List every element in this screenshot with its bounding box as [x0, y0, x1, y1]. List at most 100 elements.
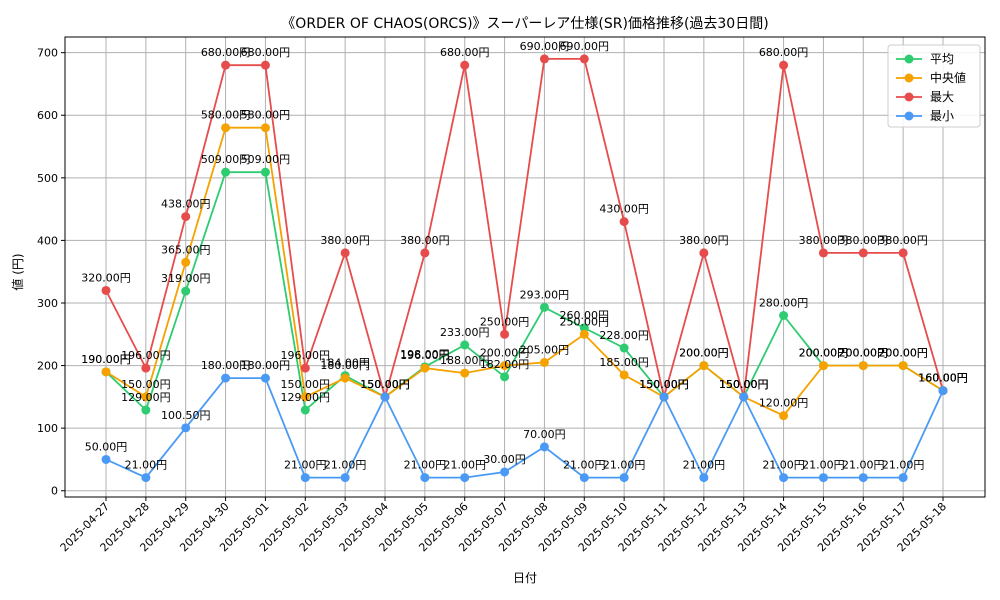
data-point: [818, 361, 828, 371]
data-point: [380, 392, 390, 402]
data-label: 21.00円: [802, 459, 845, 472]
data-label: 30.00円: [483, 453, 526, 466]
grid: [65, 37, 985, 497]
data-label: 150.00円: [360, 378, 410, 391]
data-point: [579, 323, 589, 333]
data-point: [221, 373, 231, 383]
legend-marker: [904, 92, 914, 102]
x-axis-ticks: 2025-04-272025-04-282025-04-292025-04-30…: [58, 497, 949, 554]
data-label: 319.00円: [161, 272, 211, 285]
data-point: [539, 54, 549, 64]
y-axis-title: 値 (円): [10, 253, 25, 290]
data-label: 430.00円: [599, 203, 649, 216]
data-label: 680.00円: [440, 46, 490, 59]
data-label: 21.00円: [842, 459, 885, 472]
data-label: 21.00円: [603, 459, 646, 472]
data-label: 160.00円: [918, 372, 968, 385]
data-label: 150.00円: [719, 378, 769, 391]
y-tick-label: 600: [37, 109, 58, 122]
data-label: 180.00円: [320, 359, 370, 372]
data-label: 188.00円: [440, 354, 490, 367]
data-label: 580.00円: [241, 109, 291, 122]
data-label: 150.00円: [719, 378, 769, 391]
data-label: 182.00円: [480, 358, 530, 371]
data-point: [619, 343, 629, 353]
data-point: [898, 473, 908, 483]
data-label: 185.00円: [599, 356, 649, 369]
data-point: [779, 311, 789, 321]
y-tick-label: 300: [37, 297, 58, 310]
chart-title: 《ORDER OF CHAOS(ORCS)》スーパーレア仕様(SR)価格推移(過…: [281, 16, 768, 32]
data-label: 690.00円: [560, 40, 610, 53]
data-label: 160.00円: [918, 372, 968, 385]
data-point: [460, 368, 470, 378]
data-label: 260.00円: [560, 309, 610, 322]
series-line-2: [105, 58, 944, 401]
data-point: [181, 257, 191, 267]
data-label: 200.00円: [679, 347, 729, 360]
data-label: 150.00円: [719, 378, 769, 391]
data-label: 150.00円: [360, 378, 410, 391]
data-point: [340, 473, 350, 483]
data-point: [101, 454, 111, 464]
data-label: 21.00円: [125, 459, 168, 472]
data-label: 150.00円: [360, 378, 410, 391]
data-point: [420, 473, 430, 483]
data-label: 150.00円: [639, 378, 689, 391]
data-point: [818, 248, 828, 258]
data-point: [779, 60, 789, 70]
legend-marker: [904, 54, 914, 64]
data-point: [141, 363, 151, 373]
y-tick-label: 0: [51, 485, 58, 498]
data-label: 150.00円: [281, 378, 331, 391]
data-label: 150.00円: [719, 378, 769, 391]
data-label: 150.00円: [121, 378, 171, 391]
data-label: 680.00円: [759, 46, 809, 59]
data-point: [300, 405, 310, 415]
data-label: 380.00円: [320, 234, 370, 247]
data-label: 200.00円: [799, 347, 849, 360]
y-tick-label: 200: [37, 360, 58, 373]
data-label: 160.00円: [918, 372, 968, 385]
data-label: 200.00円: [839, 347, 889, 360]
data-point: [938, 386, 948, 396]
data-label: 129.00円: [281, 391, 331, 404]
data-label: 21.00円: [284, 459, 327, 472]
data-point: [260, 123, 270, 133]
data-point: [141, 405, 151, 415]
data-point: [858, 361, 868, 371]
data-label: 250.00円: [560, 315, 610, 328]
series-group: [101, 54, 948, 483]
data-label: 21.00円: [443, 459, 486, 472]
data-point: [460, 60, 470, 70]
data-label: 509.00円: [241, 153, 291, 166]
data-point: [539, 357, 549, 367]
data-label: 380.00円: [878, 234, 928, 247]
data-label: 21.00円: [882, 459, 925, 472]
data-label: 120.00円: [759, 397, 809, 410]
data-label: 70.00円: [523, 428, 566, 441]
data-label: 205.00円: [520, 343, 570, 356]
data-label: 680.00円: [201, 46, 251, 59]
plot-frame: [64, 36, 986, 498]
data-label: 196.00円: [121, 349, 171, 362]
data-point: [221, 60, 231, 70]
data-label: 380.00円: [839, 234, 889, 247]
data-point: [181, 212, 191, 222]
data-label: 293.00円: [520, 288, 570, 301]
data-label: 380.00円: [799, 234, 849, 247]
data-point: [340, 248, 350, 258]
data-point: [500, 467, 510, 477]
data-label: 21.00円: [563, 459, 606, 472]
data-point: [420, 363, 430, 373]
data-point: [260, 167, 270, 177]
data-label: 365.00円: [161, 243, 211, 256]
y-tick-label: 100: [37, 422, 58, 435]
y-tick-label: 500: [37, 172, 58, 185]
data-point: [779, 411, 789, 421]
data-label: 50.00円: [85, 440, 128, 453]
x-axis-title: 日付: [513, 571, 537, 585]
data-label: 180.00円: [241, 359, 291, 372]
